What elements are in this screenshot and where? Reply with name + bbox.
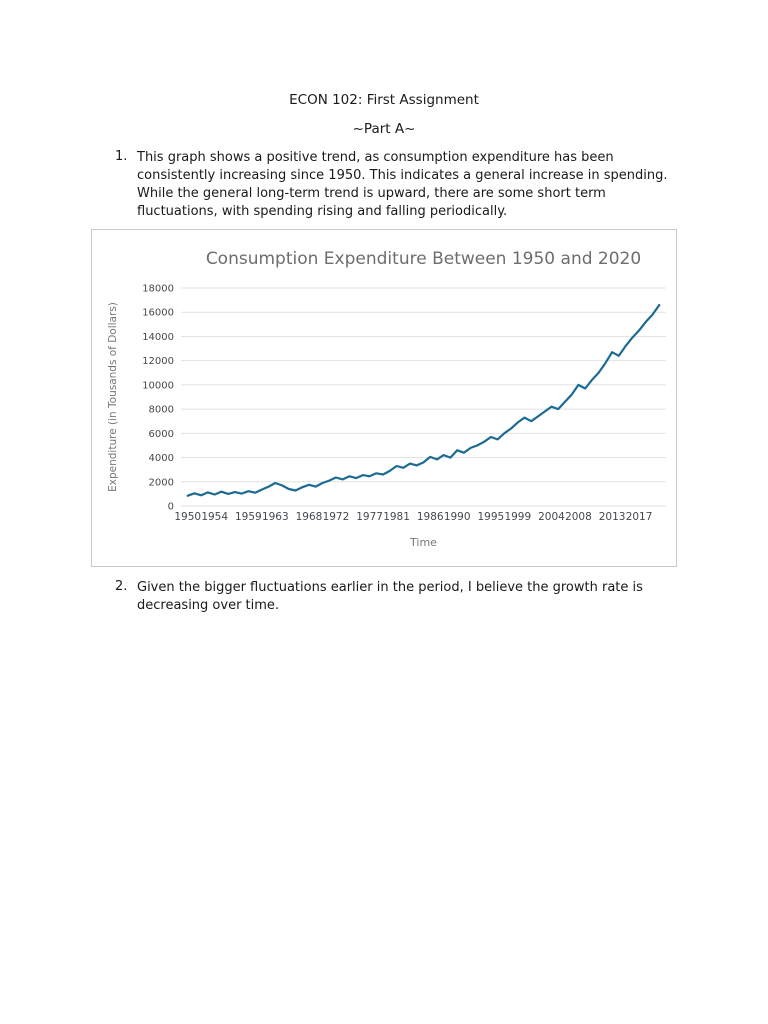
x-tick-label: 1959: [235, 511, 262, 523]
document-title: ECON 102: First Assignment: [289, 92, 479, 108]
x-tick-label: 1999: [504, 511, 531, 523]
list-item-1: 1. This graph shows a positive trend, as…: [115, 149, 675, 221]
expenditure-line: [186, 303, 661, 497]
list-item-1-number: 1.: [115, 149, 128, 164]
y-tick-label: 14000: [142, 332, 174, 343]
y-tick-label: 6000: [149, 429, 174, 440]
x-tick-label: 1963: [262, 511, 289, 523]
y-tick-label: 8000: [149, 405, 174, 416]
y-axis-label: Expenditure (in Tousands of Dollars): [107, 302, 119, 492]
x-tick-label: 2008: [565, 511, 592, 523]
y-tick-label: 0: [168, 502, 174, 513]
y-tick-label: 10000: [142, 380, 174, 391]
y-tick-label: 12000: [142, 356, 174, 367]
x-tick-label: 1986: [417, 511, 444, 523]
x-tick-label: 2017: [626, 511, 653, 523]
x-tick-label: 1972: [323, 511, 350, 523]
y-tick-label: 18000: [142, 284, 174, 295]
y-tick-label: 4000: [149, 453, 174, 464]
x-tick-label: 2004: [538, 511, 565, 523]
x-tick-label: 1950: [174, 511, 201, 523]
x-tick-label: 1981: [383, 511, 410, 523]
x-tick-label: 2013: [599, 511, 626, 523]
x-tick-label: 1968: [296, 511, 323, 523]
x-tick-label: 1995: [477, 511, 504, 523]
list-item-2-number: 2.: [115, 579, 128, 594]
list-item-2: 2. Given the bigger fluctuations earlier…: [115, 579, 675, 615]
y-tick-label: 2000: [149, 477, 174, 488]
x-tick-label: 1990: [444, 511, 471, 523]
list-item-2-text: Given the bigger fluctuations earlier in…: [137, 580, 643, 613]
chart-figure: 0 2000 4000 6000 8000 10000 12000 14000 16000 180…: [91, 229, 677, 567]
x-tick-label: 1954: [201, 511, 228, 523]
y-tick-label: 16000: [142, 308, 174, 319]
list-item-1-text: This graph shows a positive trend, as co…: [137, 150, 668, 219]
chart-title: Consumption Expenditure Between 1950 and…: [206, 249, 641, 269]
x-tick-label: 1977: [356, 511, 383, 523]
consumption-expenditure-chart: 0 2000 4000 6000 8000 10000 12000 14000 16000 180…: [107, 249, 666, 549]
x-axis-label: Time: [409, 536, 437, 549]
document-subtitle: ~Part A~: [352, 121, 416, 137]
